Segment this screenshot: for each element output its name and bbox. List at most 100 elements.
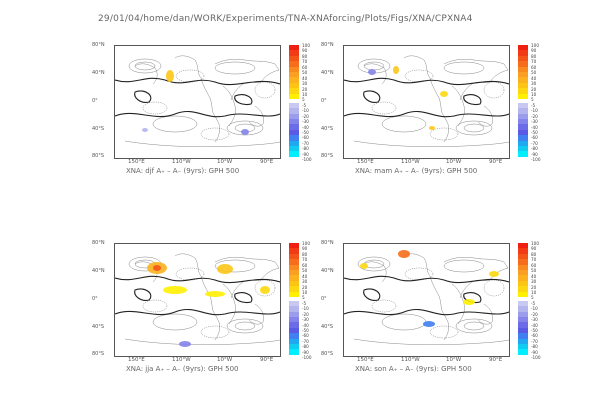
- anomaly-patch: [360, 263, 368, 269]
- colorbar-swatch: [289, 300, 299, 307]
- colorbar-tick-label: 80: [302, 53, 308, 59]
- world-map: [343, 45, 510, 159]
- lat-label: 80°N: [92, 42, 105, 48]
- lon-label: 150°E: [357, 159, 374, 165]
- lat-label: 0°: [92, 98, 98, 104]
- colorbar-tick-label: -100: [302, 157, 312, 163]
- colorbar-swatch: [289, 119, 299, 125]
- colorbar-tick-label: 100: [531, 43, 539, 48]
- map-panel-jja: 80°N 40°N 0° 40°S 80°S: [92, 240, 330, 373]
- lat-label: 40°S: [92, 126, 105, 132]
- lat-label: 80°N: [321, 240, 334, 246]
- panel-caption: XNA: son A₊ – A₋ (9yrs): GPH 500: [355, 365, 472, 373]
- colorbar-tick-label: -90: [531, 349, 538, 355]
- colorbar-tick-label: 80: [302, 251, 308, 257]
- anomaly-patch: [163, 286, 187, 294]
- colorbar-tick-label: 10: [302, 91, 308, 97]
- colorbar-swatch: [518, 291, 528, 297]
- colorbar-swatch: [289, 124, 299, 130]
- colorbar-swatch: [289, 327, 299, 334]
- colorbar-swatch: [289, 280, 299, 287]
- lon-label: 110°W: [401, 357, 420, 363]
- colorbar-tick-label: 100: [302, 241, 310, 246]
- colorbar-tick-label: -30: [531, 119, 538, 125]
- colorbar-swatch: [518, 66, 528, 72]
- colorbar-tick-label: -30: [302, 119, 309, 125]
- colorbar-tick-label: -100: [531, 355, 541, 361]
- colorbar-swatch: [518, 50, 528, 56]
- colorbar-swatch: [289, 77, 299, 83]
- colorbar-tick-label: 90: [531, 246, 537, 252]
- lon-label: 90°E: [489, 357, 503, 363]
- colorbar-swatch: [289, 45, 299, 51]
- colorbar-swatch: [289, 135, 299, 141]
- colorbar-tick-label: 70: [302, 257, 308, 263]
- colorbar-swatch: [518, 61, 528, 67]
- colorbar-swatch: [518, 77, 528, 83]
- colorbar-swatch: [289, 349, 299, 355]
- anomaly-patch: [393, 66, 399, 74]
- colorbar-tick-label: 40: [531, 75, 537, 81]
- colorbar-tick-label: -20: [302, 311, 309, 317]
- colorbar-zero-band: [518, 98, 528, 103]
- colorbar-tick-label: 10: [302, 289, 308, 295]
- anomaly-patch: [205, 291, 225, 297]
- colorbar-swatch: [289, 113, 299, 120]
- colorbar-tick-label: -50: [302, 328, 309, 333]
- colorbar-tick-label: -30: [302, 317, 309, 323]
- anomaly-patch: [166, 70, 174, 82]
- lat-label: 80°N: [92, 240, 105, 246]
- lon-label: 110°W: [172, 357, 191, 363]
- colorbar-tick-label: -10: [302, 306, 309, 312]
- colorbar-tick-label: 90: [302, 48, 308, 54]
- anomaly-patch: [260, 286, 270, 294]
- colorbar-tick-label: -80: [531, 146, 538, 152]
- lon-label: 10°W: [446, 159, 462, 165]
- colorbar-tick-label: 10: [531, 91, 537, 97]
- colorbar-tick-label: -20: [531, 113, 538, 119]
- colorbar-swatch: [518, 108, 528, 114]
- world-map: [114, 243, 281, 357]
- colorbar-tick-label: -30: [531, 317, 538, 323]
- colorbar-tick-label: -60: [302, 333, 309, 339]
- colorbar-swatch: [289, 108, 299, 114]
- colorbar-swatch: [518, 259, 528, 265]
- map-canvas: [344, 250, 509, 346]
- colorbar-swatch: [518, 300, 528, 307]
- colorbar-tick-label: 40: [531, 273, 537, 279]
- colorbar-swatch: [289, 140, 299, 147]
- colorbar-swatch: [518, 71, 528, 78]
- anomaly-patch: [241, 129, 249, 135]
- lat-label: 80°N: [321, 42, 334, 48]
- colorbar-swatch: [518, 344, 528, 350]
- colorbar: [289, 243, 299, 355]
- colorbar-tick-label: 50: [531, 268, 537, 274]
- colorbar-tick-label: -100: [302, 355, 312, 361]
- lat-label: 0°: [321, 296, 327, 302]
- colorbar-zero-band: [518, 296, 528, 301]
- anomaly-patch: [217, 264, 233, 274]
- colorbar-swatch: [289, 50, 299, 56]
- colorbar-tick-label: 50: [302, 268, 308, 274]
- map-canvas: [115, 55, 280, 148]
- colorbar-tick-label: -40: [531, 124, 538, 130]
- colorbar-swatch: [289, 291, 299, 297]
- lat-label: 40°S: [321, 324, 334, 330]
- anomaly-patch: [398, 250, 410, 258]
- colorbar-tick-label: 30: [531, 81, 537, 87]
- colorbar-tick-label: -50: [531, 328, 538, 333]
- colorbar-swatch: [289, 253, 299, 260]
- colorbar-tick-label: 20: [531, 86, 537, 92]
- colorbar-tick-label: -5: [302, 102, 307, 108]
- colorbar-swatch: [518, 102, 528, 109]
- colorbar-swatch: [518, 113, 528, 120]
- colorbar-tick-label: -60: [531, 135, 538, 141]
- colorbar-swatch: [518, 140, 528, 147]
- colorbar-tick-label: -5: [531, 102, 536, 108]
- lat-label: 40°N: [321, 268, 334, 274]
- lon-label: 10°W: [217, 159, 233, 165]
- colorbar-swatch: [289, 286, 299, 292]
- colorbar-tick-label: 90: [531, 48, 537, 54]
- colorbar-tick-label: -10: [531, 306, 538, 312]
- lat-label: 0°: [321, 98, 327, 104]
